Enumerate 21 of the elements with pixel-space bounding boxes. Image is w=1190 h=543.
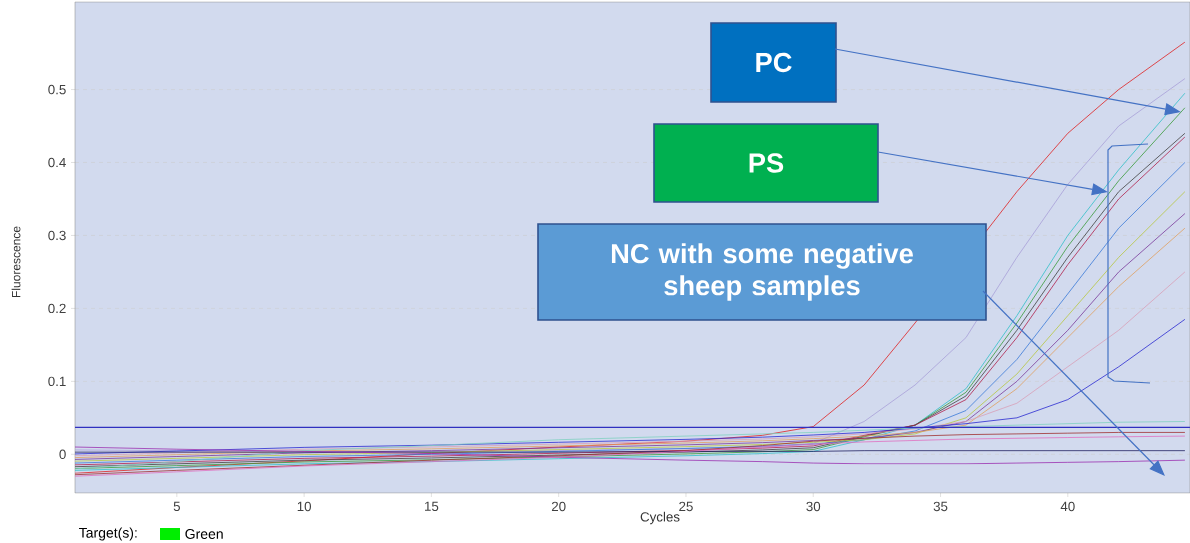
y-tick-label: 0.2 (48, 303, 66, 314)
y-tick-label: 0.4 (48, 157, 66, 168)
x-tick-label: 25 (679, 501, 693, 512)
y-tick-label: 0.5 (48, 84, 66, 95)
x-tick-label: 10 (297, 501, 312, 512)
x-tick-label: 5 (173, 501, 180, 511)
text: Green (185, 529, 223, 539)
x-tick-label: 40 (1060, 501, 1075, 512)
x-axis-title: Cycles (640, 511, 680, 525)
annotation: PC (756, 52, 792, 73)
annotation: PS (749, 153, 784, 173)
annotation: NC with some negative sheep samples (611, 243, 913, 301)
text: Target(s): (79, 527, 137, 541)
y-tick-label: 0 (59, 449, 66, 460)
y-tick-label: 0.3 (48, 230, 66, 241)
x-tick-label: 35 (933, 501, 948, 512)
x-tick-label: 20 (551, 501, 566, 512)
y-tick-label: 0.1 (48, 376, 66, 387)
x-tick-label: 30 (806, 501, 821, 512)
y-axis-title: Fluorescence (11, 226, 21, 298)
x-tick-label: 15 (425, 501, 439, 511)
